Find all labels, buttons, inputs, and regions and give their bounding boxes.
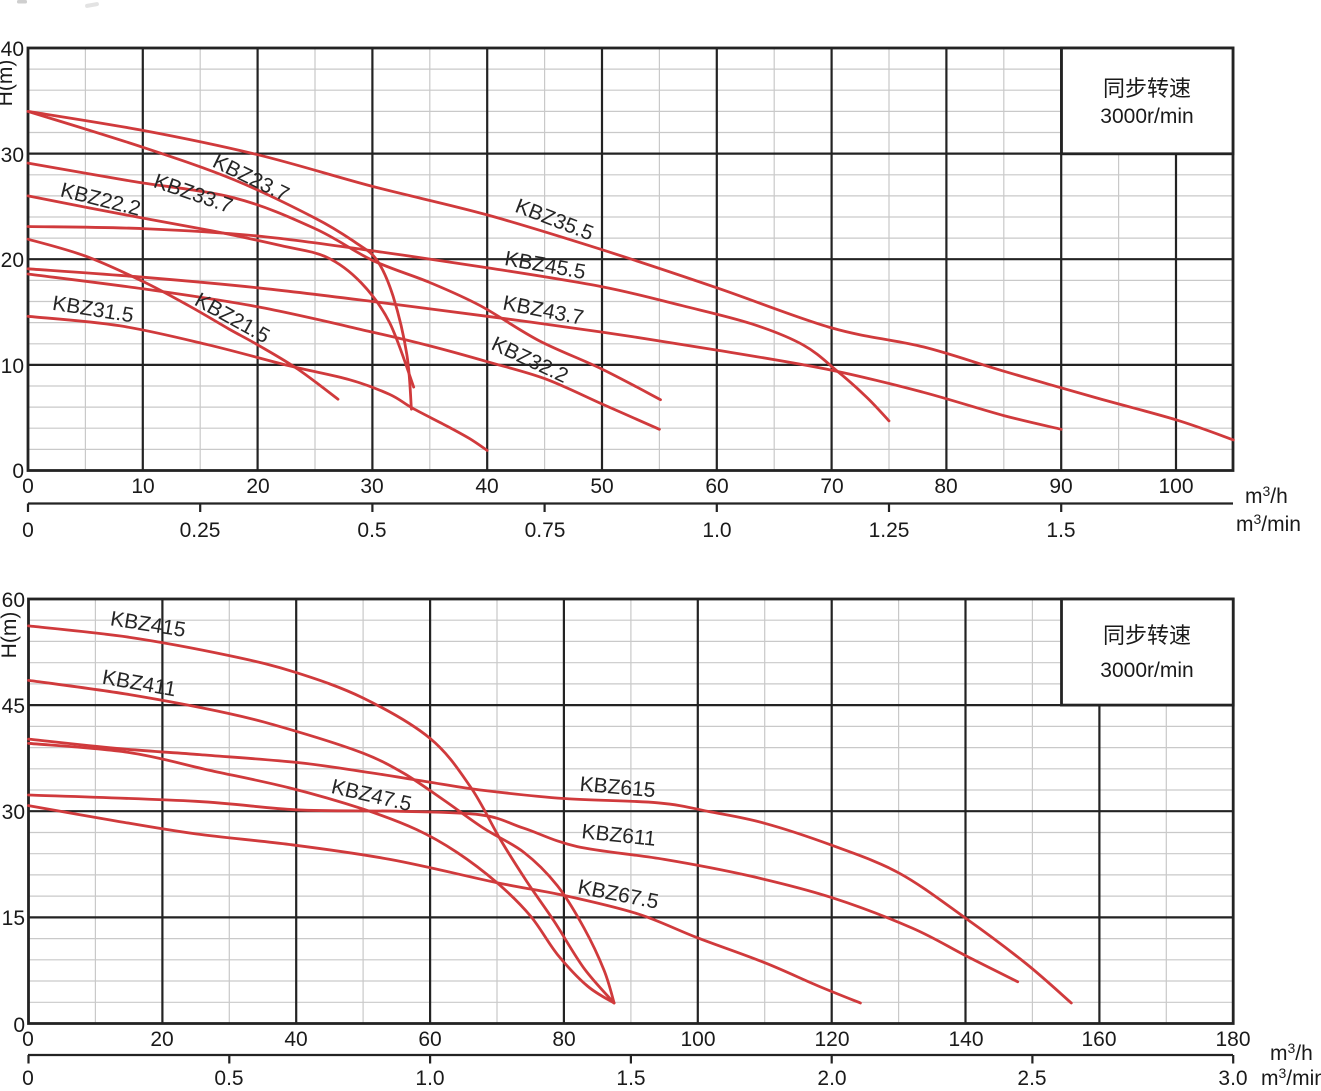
svg-text:2.0: 2.0: [817, 1067, 846, 1086]
svg-text:70: 70: [820, 475, 843, 498]
svg-text:40: 40: [475, 475, 498, 498]
svg-text:3.0: 3.0: [1218, 1067, 1247, 1086]
svg-text:m3/min: m3/min: [1261, 1065, 1321, 1086]
svg-text:0.5: 0.5: [214, 1067, 243, 1086]
svg-text:80: 80: [934, 475, 957, 498]
svg-text:20: 20: [246, 475, 269, 498]
svg-text:同步转速: 同步转速: [1103, 76, 1191, 101]
svg-text:2.5: 2.5: [1017, 1067, 1046, 1086]
svg-text:0: 0: [22, 475, 34, 498]
svg-text:0: 0: [22, 1028, 34, 1051]
svg-text:0.5: 0.5: [357, 519, 386, 542]
svg-text:0: 0: [12, 460, 24, 483]
svg-text:10: 10: [131, 475, 154, 498]
svg-text:0.75: 0.75: [525, 519, 566, 542]
svg-text:90: 90: [1049, 475, 1072, 498]
svg-text:80: 80: [552, 1028, 575, 1051]
svg-text:20: 20: [1, 249, 24, 272]
svg-text:30: 30: [360, 475, 383, 498]
svg-text:1.5: 1.5: [616, 1067, 645, 1086]
svg-text:m3/min: m3/min: [1236, 511, 1301, 536]
svg-text:H(m): H(m): [0, 60, 17, 107]
svg-text:120: 120: [814, 1028, 849, 1051]
svg-text:50: 50: [590, 475, 613, 498]
svg-text:H(m): H(m): [0, 612, 21, 659]
svg-text:3000r/min: 3000r/min: [1100, 105, 1193, 128]
svg-text:45: 45: [2, 695, 25, 718]
svg-text:60: 60: [2, 589, 25, 612]
svg-text:0: 0: [22, 519, 34, 542]
svg-text:15: 15: [2, 907, 25, 930]
svg-text:180: 180: [1215, 1028, 1250, 1051]
svg-text:30: 30: [1, 144, 24, 167]
svg-text:1.0: 1.0: [415, 1067, 444, 1086]
svg-text:140: 140: [948, 1028, 983, 1051]
svg-text:1.25: 1.25: [869, 519, 910, 542]
svg-text:0.25: 0.25: [180, 519, 221, 542]
svg-text:60: 60: [418, 1028, 441, 1051]
svg-text:10: 10: [1, 355, 24, 378]
svg-text:40: 40: [1, 38, 24, 61]
svg-text:100: 100: [680, 1028, 715, 1051]
svg-text:同步转速: 同步转速: [1103, 623, 1191, 648]
svg-text:40: 40: [284, 1028, 307, 1051]
svg-text:0: 0: [22, 1067, 34, 1086]
svg-text:60: 60: [705, 475, 728, 498]
svg-text:3000r/min: 3000r/min: [1100, 659, 1193, 682]
svg-text:30: 30: [2, 801, 25, 824]
svg-text:160: 160: [1081, 1028, 1116, 1051]
svg-text:0: 0: [13, 1014, 25, 1037]
svg-text:1.5: 1.5: [1046, 519, 1075, 542]
svg-text:20: 20: [150, 1028, 173, 1051]
svg-text:1.0: 1.0: [702, 519, 731, 542]
svg-text:100: 100: [1158, 475, 1193, 498]
